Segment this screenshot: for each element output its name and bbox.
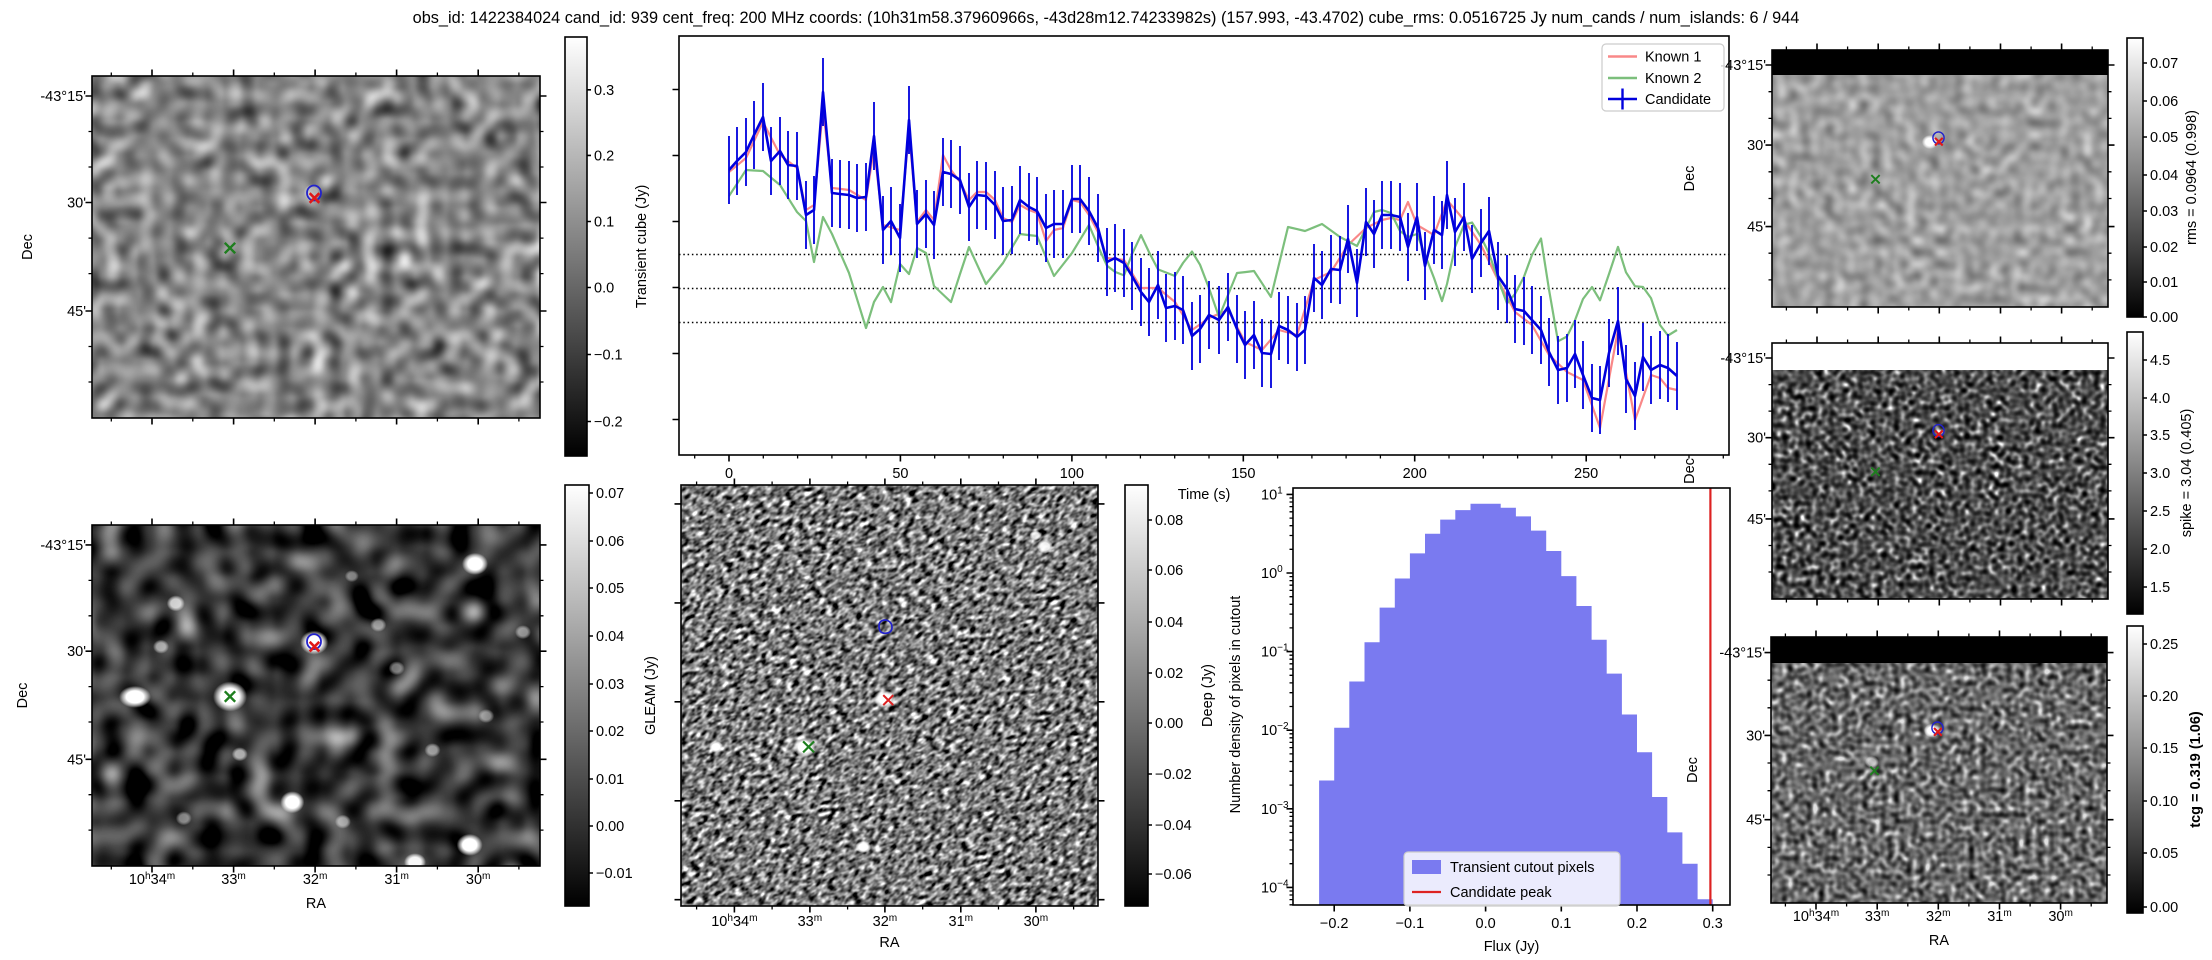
svg-text:0.05: 0.05 (2150, 130, 2178, 146)
svg-text:obs_id: 1422384024 cand_id: 93: obs_id: 1422384024 cand_id: 939 cent_fre… (413, 9, 1800, 27)
svg-text:RA: RA (879, 935, 899, 951)
svg-text:0.0: 0.0 (594, 281, 614, 297)
svg-text:Deep (Jy): Deep (Jy) (1200, 664, 1216, 727)
svg-text:0.15: 0.15 (2150, 741, 2178, 757)
svg-text:0.03: 0.03 (596, 677, 624, 693)
svg-text:250: 250 (1574, 466, 1598, 482)
svg-text:Known 2: Known 2 (1645, 71, 1701, 87)
svg-text:45': 45' (1747, 220, 1766, 236)
svg-text:45': 45' (1747, 512, 1766, 528)
svg-text:0.08: 0.08 (1155, 513, 1183, 529)
svg-text:0.01: 0.01 (2150, 275, 2178, 291)
svg-text:RA: RA (306, 896, 326, 912)
svg-text:0.04: 0.04 (1155, 615, 1183, 631)
svg-text:50: 50 (892, 466, 908, 482)
svg-text:0.06: 0.06 (2150, 94, 2178, 110)
svg-text:3.0: 3.0 (2150, 466, 2170, 482)
svg-text:Known 1: Known 1 (1645, 50, 1701, 66)
svg-text:0: 0 (725, 466, 733, 482)
svg-text:Dec: Dec (1682, 166, 1698, 192)
svg-text:1.5: 1.5 (2150, 580, 2170, 596)
svg-text:45': 45' (67, 304, 86, 320)
svg-text:0.01: 0.01 (596, 772, 624, 788)
svg-text:10h34m: 10h34m (129, 871, 175, 888)
svg-text:200: 200 (1403, 466, 1427, 482)
svg-text:0.05: 0.05 (2150, 846, 2178, 862)
svg-text:0.2: 0.2 (1627, 916, 1647, 932)
svg-text:30': 30' (67, 196, 86, 212)
svg-text:-43°15': -43°15' (1720, 351, 1766, 367)
svg-text:Dec: Dec (1682, 458, 1698, 484)
svg-text:−0.1: −0.1 (594, 348, 623, 364)
svg-text:45': 45' (1746, 813, 1765, 829)
svg-text:Flux (Jy): Flux (Jy) (1484, 939, 1540, 955)
svg-text:−0.1: −0.1 (1396, 916, 1425, 932)
svg-text:0.0: 0.0 (1476, 916, 1496, 932)
svg-text:0.02: 0.02 (1155, 666, 1183, 682)
svg-text:-43°15': -43°15' (40, 89, 86, 105)
svg-text:150: 150 (1231, 466, 1255, 482)
svg-text:Candidate: Candidate (1645, 92, 1711, 108)
svg-text:Time (s): Time (s) (1178, 487, 1231, 503)
svg-text:tcg = 0.319 (1.06): tcg = 0.319 (1.06) (2188, 711, 2204, 828)
svg-text:4.0: 4.0 (2150, 391, 2170, 407)
svg-text:−0.04: −0.04 (1155, 818, 1192, 834)
svg-text:30': 30' (67, 644, 86, 660)
svg-text:Dec: Dec (1685, 757, 1701, 783)
svg-text:0.3: 0.3 (594, 83, 614, 99)
svg-text:0.02: 0.02 (596, 724, 624, 740)
svg-text:−0.2: −0.2 (594, 415, 623, 431)
svg-text:100: 100 (1060, 466, 1084, 482)
svg-text:0.00: 0.00 (2150, 900, 2178, 916)
svg-text:4.5: 4.5 (2150, 353, 2170, 369)
svg-text:0.00: 0.00 (2150, 310, 2178, 326)
svg-text:0.00: 0.00 (596, 819, 624, 835)
svg-text:−0.02: −0.02 (1155, 767, 1192, 783)
svg-text:2.5: 2.5 (2150, 504, 2170, 520)
svg-text:0.1: 0.1 (1551, 916, 1571, 932)
svg-text:−0.01: −0.01 (596, 866, 633, 882)
svg-text:spike = 3.04 (0.405): spike = 3.04 (0.405) (2179, 409, 2195, 538)
svg-text:Dec: Dec (20, 234, 36, 260)
svg-text:0.3: 0.3 (1703, 916, 1723, 932)
svg-text:3.5: 3.5 (2150, 428, 2170, 444)
svg-text:-43°15': -43°15' (1720, 58, 1766, 74)
svg-text:Transient cube (Jy): Transient cube (Jy) (634, 185, 650, 309)
svg-text:45': 45' (67, 752, 86, 768)
svg-text:0.06: 0.06 (596, 534, 624, 550)
svg-text:GLEAM (Jy): GLEAM (Jy) (643, 656, 659, 735)
svg-text:30': 30' (1746, 728, 1765, 744)
svg-text:Dec: Dec (15, 683, 31, 709)
svg-text:30': 30' (1747, 138, 1766, 154)
svg-text:Number density of pixels in cu: Number density of pixels in cutout (1228, 596, 1244, 814)
svg-text:0.05: 0.05 (596, 581, 624, 597)
svg-text:0.07: 0.07 (596, 486, 624, 502)
svg-text:0.2: 0.2 (594, 148, 614, 164)
svg-text:0.1: 0.1 (594, 215, 614, 231)
svg-text:30': 30' (1747, 431, 1766, 447)
svg-text:0.07: 0.07 (2150, 56, 2178, 72)
svg-text:0.25: 0.25 (2150, 637, 2178, 653)
svg-text:-43°15': -43°15' (40, 538, 86, 554)
svg-text:10h34m: 10h34m (711, 913, 757, 930)
svg-text:0.04: 0.04 (2150, 168, 2178, 184)
svg-text:−0.2: −0.2 (1320, 916, 1349, 932)
svg-text:RA: RA (1929, 933, 1949, 949)
svg-text:rms = 0.0964 (0.998): rms = 0.0964 (0.998) (2184, 110, 2200, 245)
svg-text:10h34m: 10h34m (1793, 908, 1839, 925)
svg-text:0.10: 0.10 (2150, 794, 2178, 810)
svg-text:0.03: 0.03 (2150, 204, 2178, 220)
svg-text:0.02: 0.02 (2150, 240, 2178, 256)
svg-text:0.06: 0.06 (1155, 563, 1183, 579)
svg-text:0.20: 0.20 (2150, 689, 2178, 705)
svg-text:Transient cutout pixels: Transient cutout pixels (1450, 860, 1595, 876)
svg-text:0.00: 0.00 (1155, 716, 1183, 732)
svg-text:Candidate peak: Candidate peak (1450, 885, 1552, 901)
svg-text:2.0: 2.0 (2150, 542, 2170, 558)
svg-text:0.04: 0.04 (596, 629, 624, 645)
svg-text:−0.06: −0.06 (1155, 867, 1192, 883)
svg-text:-43°15': -43°15' (1719, 646, 1765, 662)
